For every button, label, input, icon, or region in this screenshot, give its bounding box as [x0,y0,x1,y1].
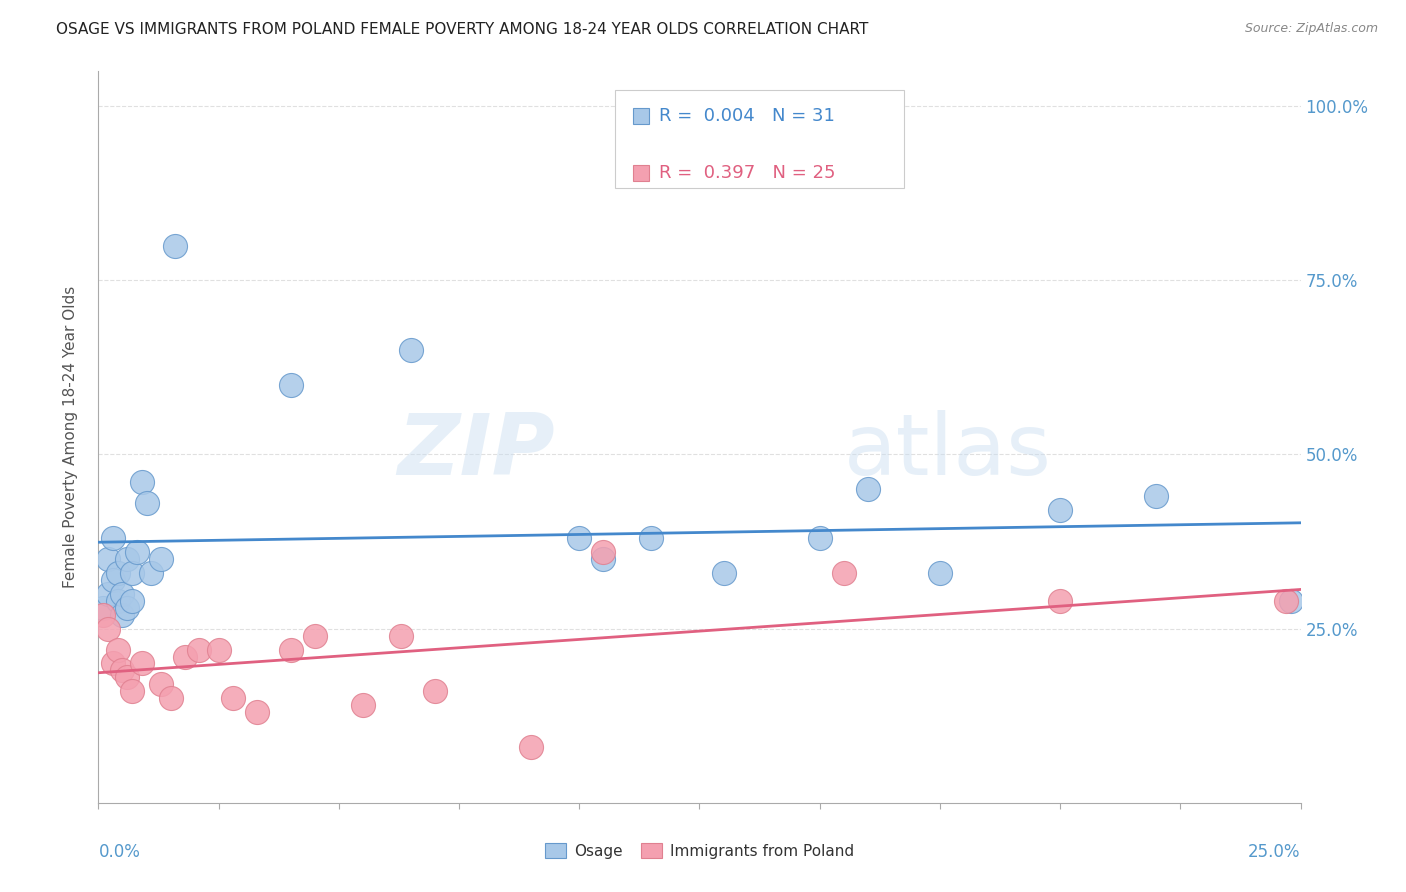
Point [1275,594,1298,608]
Text: 0.0%: 0.0% [98,843,141,861]
Point [91,600,114,615]
Point [117,600,139,615]
Point [280,377,302,392]
Point [107,594,129,608]
Point [149,552,172,566]
Point [107,642,129,657]
Text: atlas: atlas [844,410,1052,493]
Point [117,670,139,684]
Text: R =  0.004   N = 31: R = 0.004 N = 31 [659,107,835,125]
Point [111,664,134,678]
Bar [616,89,904,188]
Point [101,573,124,587]
Point [101,657,124,671]
Point [117,552,139,566]
Point [640,531,662,545]
Bar [633,165,650,181]
Point [131,475,153,490]
Text: Source: ZipAtlas.com: Source: ZipAtlas.com [1244,22,1378,36]
Point [97,552,120,566]
Point [928,566,950,580]
Point [208,642,231,657]
Point [101,531,124,545]
Text: OSAGE VS IMMIGRANTS FROM POLAND FEMALE POVERTY AMONG 18-24 YEAR OLDS CORRELATION: OSAGE VS IMMIGRANTS FROM POLAND FEMALE P… [56,22,869,37]
Y-axis label: Female Poverty Among 18-24 Year Olds: Female Poverty Among 18-24 Year Olds [63,286,77,588]
Point [131,657,153,671]
Point [97,622,120,636]
Point [135,496,157,510]
Point [125,545,148,559]
Point [808,531,831,545]
Point [91,607,114,622]
Point [174,649,197,664]
Point [399,343,422,357]
Point [111,587,134,601]
Bar [633,108,650,124]
Text: ZIP: ZIP [398,410,555,493]
Point [832,566,855,580]
Point [1279,594,1302,608]
Point [141,566,163,580]
Point [107,566,129,580]
Legend: Osage, Immigrants from Poland: Osage, Immigrants from Poland [538,837,860,864]
Point [246,705,269,719]
Point [352,698,374,713]
Point [1049,594,1071,608]
Point [389,629,412,643]
Point [304,629,326,643]
Text: 25.0%: 25.0% [1249,843,1301,861]
Point [121,594,143,608]
Point [856,483,879,497]
Point [592,552,614,566]
Point [121,684,143,698]
Point [111,607,134,622]
Point [592,545,614,559]
Point [97,587,120,601]
Point [713,566,735,580]
Point [159,691,181,706]
Point [121,566,143,580]
Point [1049,503,1071,517]
Point [520,740,543,755]
Point [222,691,245,706]
Point [165,238,187,252]
Point [423,684,446,698]
Point [188,642,211,657]
Text: R =  0.397   N = 25: R = 0.397 N = 25 [659,164,835,182]
Point [1144,489,1167,503]
Point [280,642,302,657]
Point [568,531,591,545]
Point [149,677,172,691]
